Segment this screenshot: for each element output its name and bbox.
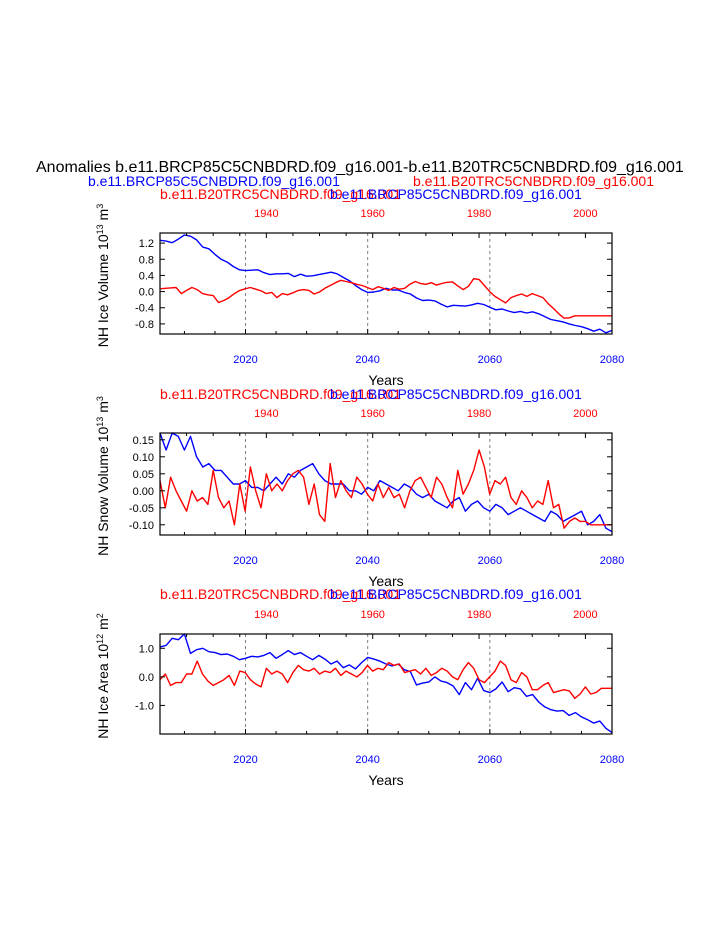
x-axis-label: Years	[368, 573, 403, 589]
panel-title-red: b.e11.B20TRC5CNBDRD.f09_g16.001	[160, 386, 401, 402]
y-tick-label: -0.05	[129, 503, 154, 515]
chart-panel-2: b.e11.B20TRC5CNBDRD.f09_g16.001b.e11.BRC…	[95, 386, 624, 589]
series-line-rcp85	[159, 234, 613, 334]
x-tick-label-bottom: 2040	[355, 754, 379, 766]
y-axis-label-exponent: 13	[95, 417, 105, 427]
x-tick-label-bottom: 2020	[233, 555, 257, 567]
x-tick-label-top: 1980	[467, 609, 491, 621]
y-axis-label-text: NH Snow Volume 10	[95, 426, 111, 555]
x-axis-label: Years	[368, 372, 403, 388]
series-line-historical	[159, 449, 612, 529]
figure-subtitle-blue: b.e11.BRCP85C5CNBDRD.f09_g16.001	[88, 173, 340, 189]
x-tick-label-top: 1940	[254, 208, 278, 220]
y-axis-label-exponent: 13	[95, 224, 105, 234]
x-tick-label-bottom: 2060	[478, 354, 502, 366]
x-tick-label-top: 1960	[360, 408, 384, 420]
y-tick-label: 0.8	[139, 254, 154, 266]
y-tick-label: 0.4	[139, 270, 154, 282]
x-tick-label-bottom: 2060	[478, 754, 502, 766]
x-axis-label: Years	[368, 772, 403, 788]
plot-frame	[159, 232, 613, 335]
panels: b.e11.B20TRC5CNBDRD.f09_g16.001b.e11.BRC…	[95, 186, 624, 788]
plot-frame	[159, 633, 613, 735]
y-axis-label-unit: m	[95, 618, 111, 634]
y-tick-label: -1.0	[135, 700, 154, 712]
x-tick-label-top: 1980	[467, 408, 491, 420]
figure-subtitle-red: b.e11.B20TRC5CNBDRD.f09_g16.001	[413, 173, 654, 189]
plot-frame	[159, 432, 613, 536]
panel-title-red: b.e11.B20TRC5CNBDRD.f09_g16.001	[160, 586, 401, 602]
y-axis-label: NH Snow Volume 1013 m3	[95, 396, 111, 556]
x-tick-label-top: 1940	[254, 408, 278, 420]
x-tick-label-top: 1960	[360, 609, 384, 621]
panel-title-blue: b.e11.BRCP85C5CNBDRD.f09_g16.001	[330, 386, 582, 402]
y-axis-label-unit-exponent: 3	[95, 204, 105, 209]
y-axis-label-exponent: 12	[95, 634, 105, 644]
chart-panel-1: b.e11.B20TRC5CNBDRD.f09_g16.001b.e11.BRC…	[95, 186, 624, 388]
y-tick-label: 0.0	[139, 287, 154, 299]
x-tick-label-bottom: 2020	[233, 754, 257, 766]
y-axis-label-text: NH Ice Area 10	[95, 644, 111, 739]
x-tick-label-bottom: 2080	[600, 754, 624, 766]
y-tick-label: -0.4	[135, 303, 154, 315]
y-axis-label-unit-exponent: 2	[95, 613, 105, 618]
x-tick-label-bottom: 2020	[233, 354, 257, 366]
panel-title-blue: b.e11.BRCP85C5CNBDRD.f09_g16.001	[330, 186, 582, 202]
series-line-historical	[159, 278, 612, 319]
series-line-rcp85	[159, 432, 613, 533]
panel-title-blue: b.e11.BRCP85C5CNBDRD.f09_g16.001	[330, 586, 582, 602]
y-tick-label: 0.15	[133, 435, 154, 447]
y-axis-label: NH Ice Area 1012 m2	[95, 613, 111, 739]
chart-panel-3: b.e11.B20TRC5CNBDRD.f09_g16.001b.e11.BRC…	[95, 586, 624, 788]
x-tick-label-top: 1960	[360, 208, 384, 220]
y-tick-label: 0.10	[133, 452, 154, 464]
x-tick-label-bottom: 2060	[478, 555, 502, 567]
x-tick-label-bottom: 2040	[355, 555, 379, 567]
panel-title-red: b.e11.B20TRC5CNBDRD.f09_g16.001	[160, 186, 401, 202]
x-tick-label-bottom: 2080	[600, 354, 624, 366]
y-axis-label-unit: m	[95, 401, 111, 417]
y-axis-label: NH Ice Volume 1013 m3	[95, 204, 111, 347]
series-line-historical	[159, 660, 612, 699]
y-tick-label: 0.00	[133, 486, 154, 498]
x-tick-label-top: 2000	[573, 609, 597, 621]
x-tick-label-top: 2000	[573, 208, 597, 220]
figure-title: Anomalies b.e11.BRCP85C5CNBDRD.f09_g16.0…	[36, 159, 684, 176]
x-tick-label-bottom: 2080	[600, 555, 624, 567]
y-tick-label: 1.2	[139, 238, 154, 250]
x-tick-label-top: 2000	[573, 408, 597, 420]
y-tick-label: -0.8	[135, 319, 154, 331]
y-axis-label-text: NH Ice Volume 10	[95, 234, 111, 347]
y-tick-label: 1.0	[139, 643, 154, 655]
y-tick-label: 0.0	[139, 672, 154, 684]
y-axis-label-unit-exponent: 3	[95, 396, 105, 401]
series-line-rcp85	[159, 633, 613, 734]
y-tick-label: 0.05	[133, 469, 154, 481]
x-tick-label-bottom: 2040	[355, 354, 379, 366]
y-tick-label: -0.10	[129, 520, 154, 532]
y-axis-label-unit: m	[95, 209, 111, 225]
x-tick-label-top: 1940	[254, 609, 278, 621]
x-tick-label-top: 1980	[467, 208, 491, 220]
